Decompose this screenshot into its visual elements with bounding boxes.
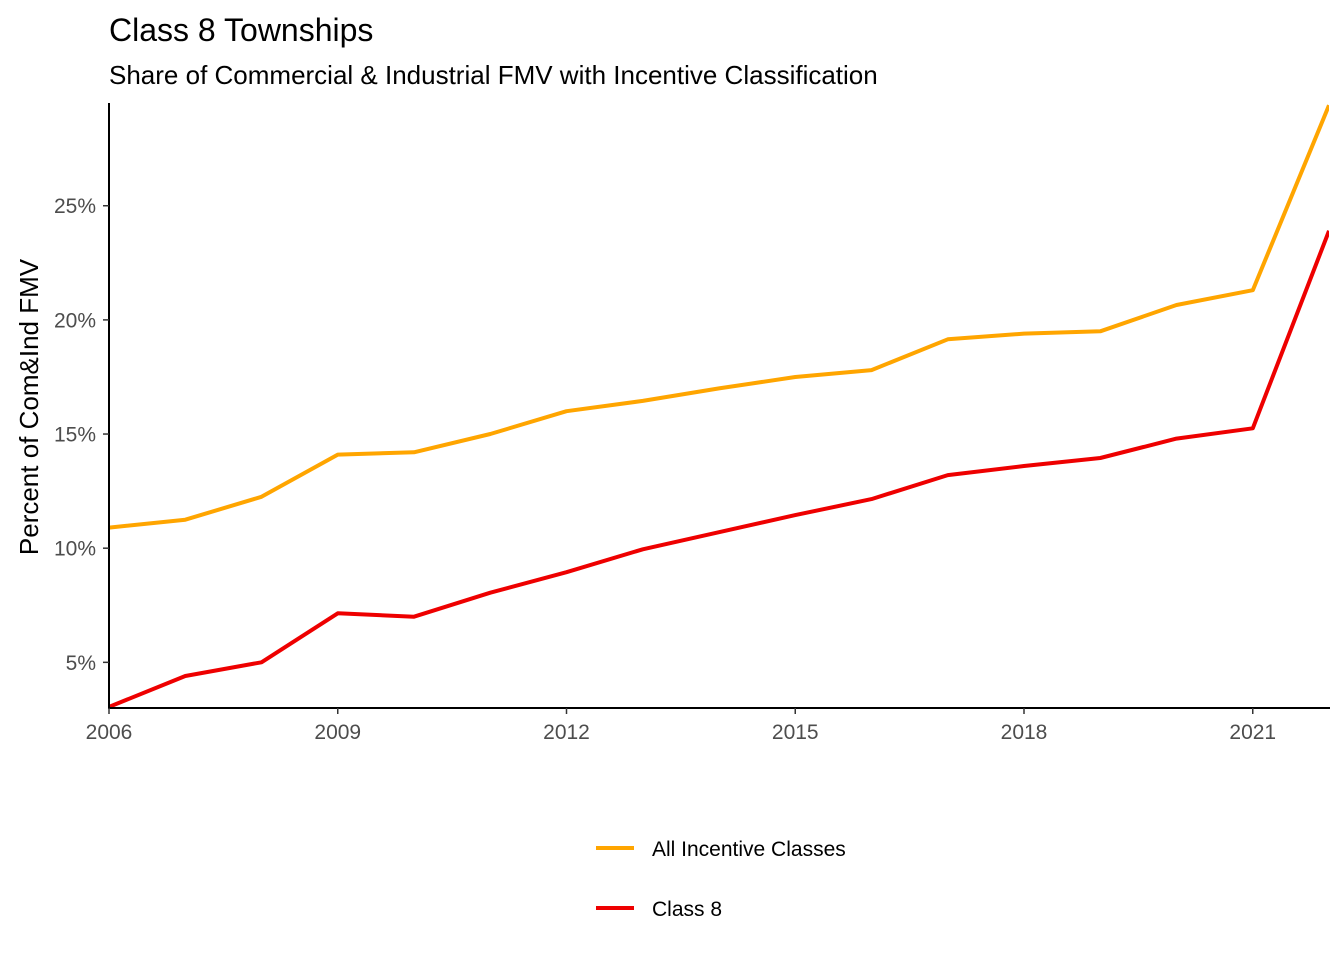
x-tick-label-2: 2012 — [543, 721, 590, 744]
y-ticks: 5% 10% 15% 20% 25% — [54, 195, 109, 675]
x-tick-label-1: 2009 — [314, 721, 361, 744]
y-tick-label-1: 10% — [54, 538, 96, 561]
plot-lines — [109, 104, 1329, 708]
chart-subtitle: Share of Commercial & Industrial FMV wit… — [109, 60, 878, 90]
x-tick-label-0: 2006 — [86, 721, 133, 744]
x-tick-label-4: 2018 — [1001, 721, 1048, 744]
series-line-0 — [109, 104, 1329, 530]
legend-label-1: Class 8 — [652, 898, 722, 921]
y-tick-label-4: 25% — [54, 195, 96, 218]
y-tick-label-0: 5% — [66, 652, 96, 675]
x-tick-label-5: 2021 — [1229, 721, 1276, 744]
x-tick-label-3: 2015 — [772, 721, 819, 744]
x-ticks: 2006 2009 2012 2015 2018 2021 — [86, 708, 1276, 744]
y-tick-label-3: 20% — [54, 309, 96, 332]
y-axis-title: Percent of Com&Ind FMV — [14, 258, 44, 555]
chart-title: Class 8 Townships — [109, 12, 373, 48]
y-tick-label-2: 15% — [54, 424, 96, 447]
legend: All Incentive Classes Class 8 — [596, 838, 846, 921]
series-line-1 — [109, 230, 1329, 708]
legend-label-0: All Incentive Classes — [652, 838, 846, 861]
